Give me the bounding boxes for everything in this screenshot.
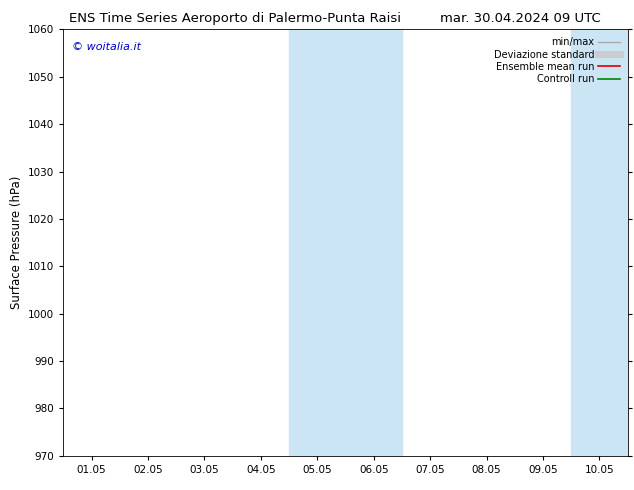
Bar [346,29,402,456]
Bar [289,29,346,456]
Bar [571,29,628,456]
Legend: min/max, Deviazione standard, Ensemble mean run, Controll run: min/max, Deviazione standard, Ensemble m… [491,34,623,87]
Y-axis label: Surface Pressure (hPa): Surface Pressure (hPa) [10,176,23,309]
Text: mar. 30.04.2024 09 UTC: mar. 30.04.2024 09 UTC [439,12,600,25]
Text: ENS Time Series Aeroporto di Palermo-Punta Raisi: ENS Time Series Aeroporto di Palermo-Pun… [68,12,401,25]
Text: © woitalia.it: © woitalia.it [72,42,141,52]
